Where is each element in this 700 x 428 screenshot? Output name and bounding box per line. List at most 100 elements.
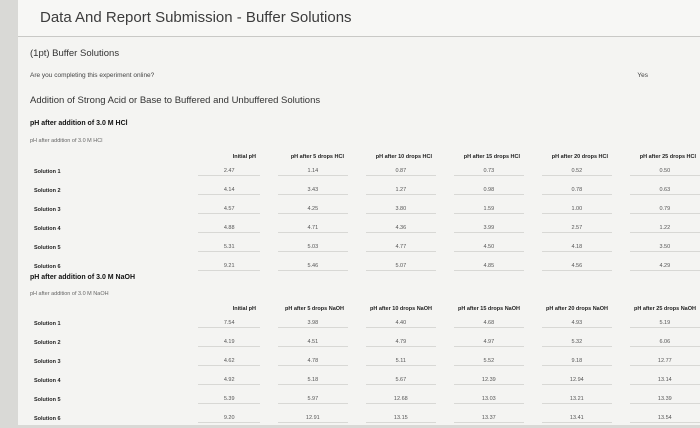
- value-input[interactable]: 1.14: [277, 168, 348, 176]
- value-input[interactable]: 6.06: [629, 339, 700, 347]
- value-cell[interactable]: 13.21: [524, 390, 612, 409]
- value-input[interactable]: 4.77: [365, 244, 436, 252]
- value-input[interactable]: 12.94: [541, 377, 612, 385]
- value-cell[interactable]: 0.73: [436, 162, 524, 181]
- value-input[interactable]: 0.52: [541, 168, 612, 176]
- value-input[interactable]: 13.21: [541, 396, 612, 404]
- value-input[interactable]: 13.54: [629, 415, 700, 423]
- value-input[interactable]: 4.85: [453, 263, 524, 271]
- value-input[interactable]: 12.68: [365, 396, 436, 404]
- value-cell[interactable]: 4.57: [172, 200, 260, 219]
- value-cell[interactable]: 13.03: [436, 390, 524, 409]
- value-cell[interactable]: 5.11: [348, 352, 436, 371]
- value-cell[interactable]: 3.80: [348, 200, 436, 219]
- value-cell[interactable]: 5.39: [172, 390, 260, 409]
- value-input[interactable]: 4.36: [365, 225, 436, 233]
- value-input[interactable]: 13.37: [453, 415, 524, 423]
- value-cell[interactable]: 4.93: [524, 314, 612, 333]
- value-cell[interactable]: 0.98: [436, 181, 524, 200]
- value-cell[interactable]: 4.25: [260, 200, 348, 219]
- value-cell[interactable]: 4.40: [348, 314, 436, 333]
- value-input[interactable]: 4.92: [198, 377, 260, 385]
- value-cell[interactable]: 5.07: [348, 257, 436, 276]
- value-input[interactable]: 4.19: [198, 339, 260, 347]
- value-cell[interactable]: 4.68: [436, 314, 524, 333]
- value-cell[interactable]: 1.14: [260, 162, 348, 181]
- value-input[interactable]: 4.97: [453, 339, 524, 347]
- value-cell[interactable]: 4.78: [260, 352, 348, 371]
- value-cell[interactable]: 4.29: [612, 257, 700, 276]
- value-input[interactable]: 0.87: [365, 168, 436, 176]
- value-input[interactable]: 4.29: [629, 263, 700, 271]
- value-input[interactable]: 5.32: [541, 339, 612, 347]
- value-input[interactable]: 1.59: [453, 206, 524, 214]
- value-input[interactable]: 4.51: [277, 339, 348, 347]
- value-input[interactable]: 4.18: [541, 244, 612, 252]
- value-input[interactable]: 0.78: [541, 187, 612, 195]
- value-input[interactable]: 4.40: [365, 320, 436, 328]
- value-cell[interactable]: 1.27: [348, 181, 436, 200]
- value-input[interactable]: 1.22: [629, 225, 700, 233]
- value-input[interactable]: 1.00: [541, 206, 612, 214]
- value-input[interactable]: 12.39: [453, 377, 524, 385]
- value-cell[interactable]: 0.50: [612, 162, 700, 181]
- value-input[interactable]: 0.73: [453, 168, 524, 176]
- value-cell[interactable]: 1.00: [524, 200, 612, 219]
- value-input[interactable]: 5.39: [198, 396, 260, 404]
- value-input[interactable]: 3.99: [453, 225, 524, 233]
- value-input[interactable]: 4.62: [198, 358, 260, 366]
- value-cell[interactable]: 4.51: [260, 333, 348, 352]
- value-input[interactable]: 4.68: [453, 320, 524, 328]
- value-cell[interactable]: 0.63: [612, 181, 700, 200]
- value-cell[interactable]: 4.97: [436, 333, 524, 352]
- value-input[interactable]: 5.97: [277, 396, 348, 404]
- value-cell[interactable]: 3.43: [260, 181, 348, 200]
- value-cell[interactable]: 13.14: [612, 371, 700, 390]
- value-cell[interactable]: 5.67: [348, 371, 436, 390]
- value-input[interactable]: 4.71: [277, 225, 348, 233]
- value-input[interactable]: 4.25: [277, 206, 348, 214]
- value-cell[interactable]: 9.20: [172, 409, 260, 428]
- value-cell[interactable]: 12.91: [260, 409, 348, 428]
- value-cell[interactable]: 13.15: [348, 409, 436, 428]
- value-cell[interactable]: 4.50: [436, 238, 524, 257]
- value-input[interactable]: 5.03: [277, 244, 348, 252]
- value-cell[interactable]: 13.54: [612, 409, 700, 428]
- value-cell[interactable]: 5.18: [260, 371, 348, 390]
- value-cell[interactable]: 4.14: [172, 181, 260, 200]
- value-cell[interactable]: 6.06: [612, 333, 700, 352]
- question-answer[interactable]: Yes: [637, 72, 648, 79]
- value-input[interactable]: 1.27: [365, 187, 436, 195]
- value-input[interactable]: 5.67: [365, 377, 436, 385]
- value-cell[interactable]: 9.18: [524, 352, 612, 371]
- value-cell[interactable]: 1.22: [612, 219, 700, 238]
- value-cell[interactable]: 12.77: [612, 352, 700, 371]
- value-cell[interactable]: 12.39: [436, 371, 524, 390]
- value-input[interactable]: 12.77: [629, 358, 700, 366]
- value-input[interactable]: 5.52: [453, 358, 524, 366]
- value-input[interactable]: 7.54: [198, 320, 260, 328]
- value-cell[interactable]: 5.19: [612, 314, 700, 333]
- value-cell[interactable]: 5.52: [436, 352, 524, 371]
- value-cell[interactable]: 3.98: [260, 314, 348, 333]
- value-input[interactable]: 3.50: [629, 244, 700, 252]
- value-cell[interactable]: 4.36: [348, 219, 436, 238]
- value-cell[interactable]: 4.77: [348, 238, 436, 257]
- value-cell[interactable]: 13.41: [524, 409, 612, 428]
- value-input[interactable]: 3.43: [277, 187, 348, 195]
- value-cell[interactable]: 5.03: [260, 238, 348, 257]
- value-cell[interactable]: 0.78: [524, 181, 612, 200]
- value-input[interactable]: 4.78: [277, 358, 348, 366]
- value-cell[interactable]: 4.88: [172, 219, 260, 238]
- value-cell[interactable]: 3.99: [436, 219, 524, 238]
- value-cell[interactable]: 1.59: [436, 200, 524, 219]
- value-input[interactable]: 4.50: [453, 244, 524, 252]
- value-cell[interactable]: 2.57: [524, 219, 612, 238]
- value-cell[interactable]: 13.39: [612, 390, 700, 409]
- value-input[interactable]: 13.39: [629, 396, 700, 404]
- value-cell[interactable]: 4.85: [436, 257, 524, 276]
- value-cell[interactable]: 5.31: [172, 238, 260, 257]
- value-input[interactable]: 12.91: [277, 415, 348, 423]
- value-cell[interactable]: 0.87: [348, 162, 436, 181]
- value-cell[interactable]: 4.92: [172, 371, 260, 390]
